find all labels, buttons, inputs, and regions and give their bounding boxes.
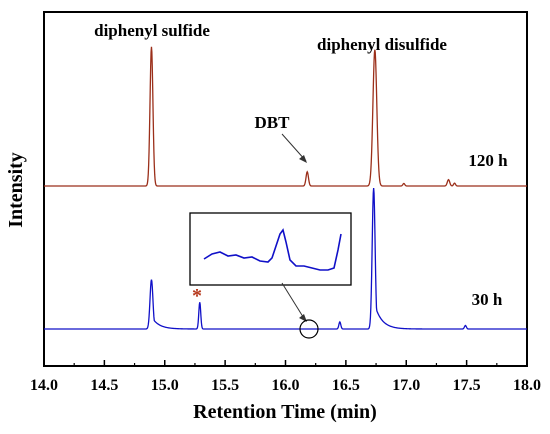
x-tick-label: 15.5 [211,377,239,394]
x-tick-label: 16.0 [272,377,300,394]
label-30h: 30 h [472,290,503,309]
label-diphenyl-sulfide: diphenyl sulfide [94,21,210,40]
x-axis-label: Retention Time (min) [193,401,377,423]
zoom-pointer-line [281,282,306,321]
zoom-inset-box [189,212,352,286]
label-diphenyl-disulfide: diphenyl disulfide [317,35,447,54]
x-ticks: 14.0 14.5 15.0 15.5 16.0 16.5 17.0 17.5 18.0 [30,360,541,394]
label-120h: 120 h [468,151,508,170]
dbt-arrow-line [281,133,307,162]
zoom-region-circle [299,319,319,339]
series-line-120h [44,46,527,187]
label-dbt: DBT [255,113,291,132]
x-tick-label: 15.0 [151,377,179,394]
x-tick-label: 14.5 [90,377,118,394]
x-tick-label: 17.0 [392,377,420,394]
x-tick-label: 16.5 [332,377,360,394]
zoom-pointer-arrowhead [299,314,307,322]
plot-frame [43,11,528,367]
y-axis-label: Intensity [5,152,27,228]
x-tick-label: 17.5 [453,377,481,394]
dbt-arrowhead [299,155,307,163]
series-line-30h [44,187,527,330]
zoom-inset-trace [203,228,342,271]
asterisk-marker: * [192,285,202,307]
x-tick-label: 14.0 [30,377,58,394]
x-tick-label: 18.0 [513,377,541,394]
